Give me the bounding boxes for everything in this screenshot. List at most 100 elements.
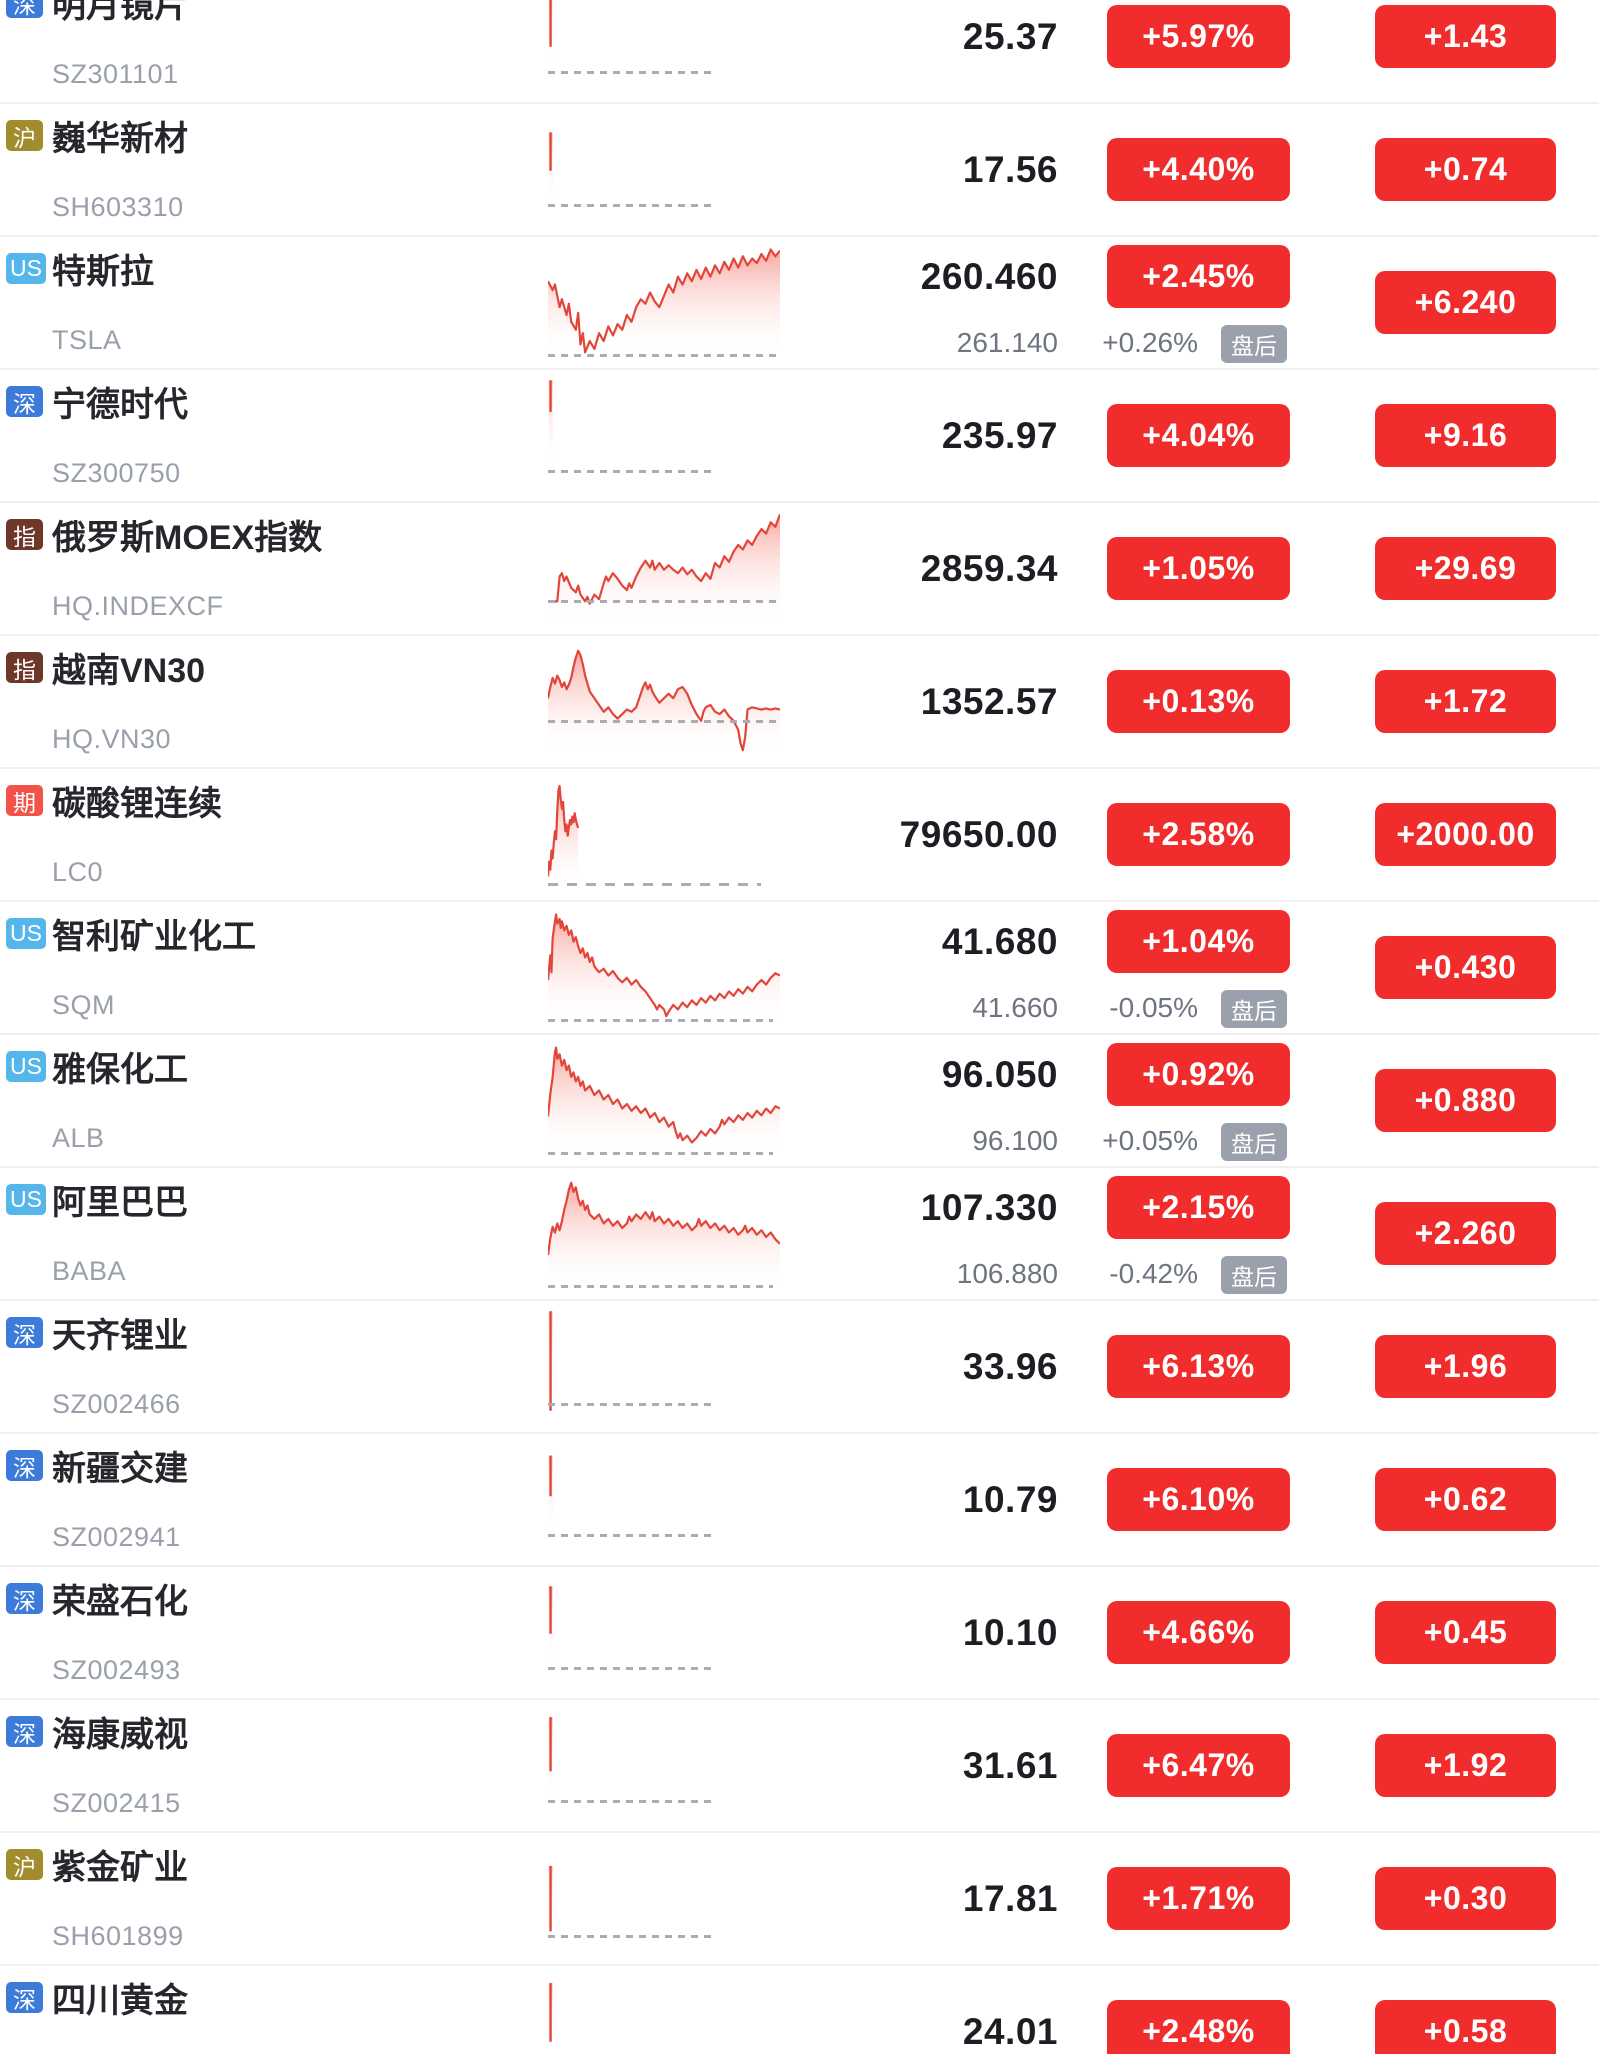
sparkline-chart	[548, 1575, 780, 1688]
stock-row[interactable]: 深 明月镜片 SZ301101 25.37 +5.97% +1.43	[0, 0, 1599, 104]
pct-change-badge[interactable]: +6.13%	[1107, 1335, 1290, 1398]
stock-name: 碳酸锂连续	[52, 784, 222, 823]
abs-change-badge[interactable]: +0.30	[1375, 1867, 1556, 1930]
chart-baseline	[548, 883, 762, 887]
stock-price: 2859.34	[920, 547, 1058, 589]
stock-price: 235.97	[941, 414, 1058, 456]
sparkline-chart	[548, 0, 780, 92]
pct-change-badge[interactable]: +2.45%	[1107, 245, 1290, 308]
sparkline-chart	[548, 644, 780, 757]
exchange-badge: 深	[6, 0, 43, 18]
stock-row[interactable]: US 雅保化工 ALB 96.050 +0.92% +0.880 96.100 …	[0, 1035, 1599, 1168]
stock-price: 24.01	[962, 2010, 1058, 2052]
abs-change-badge[interactable]: +0.58	[1375, 2000, 1556, 2054]
stock-row[interactable]: 深 四川黄金 SZ001337 24.01 +2.48% +0.58	[0, 1966, 1599, 2054]
pct-change-badge[interactable]: +2.48%	[1107, 2000, 1290, 2054]
afterhours-pct: +0.26%	[1102, 327, 1198, 358]
stock-code: BABA	[52, 1255, 127, 1286]
afterhours-label: 盘后	[1221, 1256, 1287, 1294]
stock-name: 阿里巴巴	[52, 1183, 188, 1222]
chart-baseline	[548, 469, 713, 473]
abs-change-badge[interactable]: +1.72	[1375, 670, 1556, 733]
chart-baseline	[548, 1533, 713, 1537]
stock-name: 新疆交建	[52, 1449, 188, 1488]
stock-price: 96.050	[941, 1053, 1058, 1095]
afterhours-price: 96.100	[972, 1125, 1058, 1156]
sparkline-chart	[548, 1309, 780, 1422]
stock-price: 17.81	[962, 1877, 1058, 1919]
stock-row[interactable]: 指 越南VN30 HQ.VN30 1352.57 +0.13% +1.72	[0, 636, 1599, 769]
sparkline-chart	[548, 378, 780, 491]
chart-baseline	[548, 1666, 713, 1670]
abs-change-badge[interactable]: +0.45	[1375, 1601, 1556, 1664]
afterhours-price: 41.660	[972, 992, 1058, 1023]
stock-row[interactable]: 指 俄罗斯MOEX指数 HQ.INDEXCF 2859.34 +1.05% +2…	[0, 503, 1599, 636]
pct-change-badge[interactable]: +1.05%	[1107, 537, 1290, 600]
exchange-badge: US	[6, 918, 46, 949]
pct-change-badge[interactable]: +0.13%	[1107, 670, 1290, 733]
exchange-badge: 期	[6, 785, 43, 816]
stock-row[interactable]: 期 碳酸锂连续 LC0 79650.00 +2.58% +2000.00	[0, 769, 1599, 902]
abs-change-badge[interactable]: +2000.00	[1375, 803, 1556, 866]
abs-change-badge[interactable]: +9.16	[1375, 404, 1556, 467]
stock-code: TSLA	[52, 324, 122, 355]
abs-change-badge[interactable]: +29.69	[1375, 537, 1556, 600]
stock-code: SH603310	[52, 191, 184, 222]
stock-price: 25.37	[962, 15, 1058, 57]
stock-name: 宁德时代	[52, 385, 188, 424]
stock-row[interactable]: US 阿里巴巴 BABA 107.330 +2.15% +2.260 106.8…	[0, 1168, 1599, 1301]
abs-change-badge[interactable]: +0.62	[1375, 1468, 1556, 1531]
abs-change-badge[interactable]: +1.43	[1375, 5, 1556, 68]
pct-change-badge[interactable]: +4.40%	[1107, 138, 1290, 201]
afterhours-price: 106.880	[956, 1258, 1058, 1289]
pct-change-badge[interactable]: +2.58%	[1107, 803, 1290, 866]
pct-change-badge[interactable]: +1.04%	[1107, 910, 1290, 973]
pct-change-badge[interactable]: +1.71%	[1107, 1867, 1290, 1930]
chart-baseline	[548, 203, 713, 207]
stock-code: SZ002493	[52, 1654, 181, 1685]
abs-change-badge[interactable]: +0.74	[1375, 138, 1556, 201]
stock-row[interactable]: US 特斯拉 TSLA 260.460 +2.45% +6.240 261.14…	[0, 237, 1599, 370]
exchange-badge: 深	[6, 1450, 43, 1481]
stock-row[interactable]: 深 天齐锂业 SZ002466 33.96 +6.13% +1.96	[0, 1301, 1599, 1434]
abs-change-badge[interactable]: +0.430	[1375, 936, 1556, 999]
afterhours-label: 盘后	[1221, 990, 1287, 1028]
stock-row[interactable]: 沪 巍华新材 SH603310 17.56 +4.40% +0.74	[0, 104, 1599, 237]
stock-code: SZ002466	[52, 1388, 181, 1419]
stock-code: SZ300750	[52, 457, 181, 488]
exchange-badge: US	[6, 1051, 46, 1082]
abs-change-badge[interactable]: +1.92	[1375, 1734, 1556, 1797]
stock-row[interactable]: 深 海康威视 SZ002415 31.61 +6.47% +1.92	[0, 1700, 1599, 1833]
pct-change-badge[interactable]: +0.92%	[1107, 1043, 1290, 1106]
pct-change-badge[interactable]: +2.15%	[1107, 1176, 1290, 1239]
stock-code: SZ002415	[52, 1787, 181, 1818]
pct-change-badge[interactable]: +6.10%	[1107, 1468, 1290, 1531]
stock-price: 31.61	[962, 1744, 1058, 1786]
stock-price: 41.680	[941, 920, 1058, 962]
chart-baseline	[548, 1402, 713, 1406]
abs-change-badge[interactable]: +2.260	[1375, 1202, 1556, 1265]
pct-change-badge[interactable]: +4.04%	[1107, 404, 1290, 467]
stock-row[interactable]: 深 宁德时代 SZ300750 235.97 +4.04% +9.16	[0, 370, 1599, 503]
stock-code: SZ002941	[52, 1521, 181, 1552]
stock-row[interactable]: US 智利矿业化工 SQM 41.680 +1.04% +0.430 41.66…	[0, 902, 1599, 1035]
stock-name: 明月镜片	[52, 0, 188, 25]
stock-row[interactable]: 沪 紫金矿业 SH601899 17.81 +1.71% +0.30	[0, 1833, 1599, 1966]
sparkline-chart	[548, 112, 780, 225]
pct-change-badge[interactable]: +4.66%	[1107, 1601, 1290, 1664]
stock-name: 越南VN30	[52, 651, 206, 690]
abs-change-badge[interactable]: +6.240	[1375, 271, 1556, 334]
pct-change-badge[interactable]: +5.97%	[1107, 5, 1290, 68]
afterhours-pct: -0.05%	[1109, 992, 1198, 1023]
pct-change-badge[interactable]: +6.47%	[1107, 1734, 1290, 1797]
stock-row[interactable]: 深 荣盛石化 SZ002493 10.10 +4.66% +0.45	[0, 1567, 1599, 1700]
afterhours-label: 盘后	[1221, 325, 1287, 363]
abs-change-badge[interactable]: +0.880	[1375, 1069, 1556, 1132]
stock-row[interactable]: 深 新疆交建 SZ002941 10.79 +6.10% +0.62	[0, 1434, 1599, 1567]
stock-price: 107.330	[920, 1186, 1058, 1228]
exchange-badge: 深	[6, 386, 43, 417]
stock-name: 天齐锂业	[52, 1316, 188, 1355]
abs-change-badge[interactable]: +1.96	[1375, 1335, 1556, 1398]
exchange-badge: 沪	[6, 1849, 43, 1880]
